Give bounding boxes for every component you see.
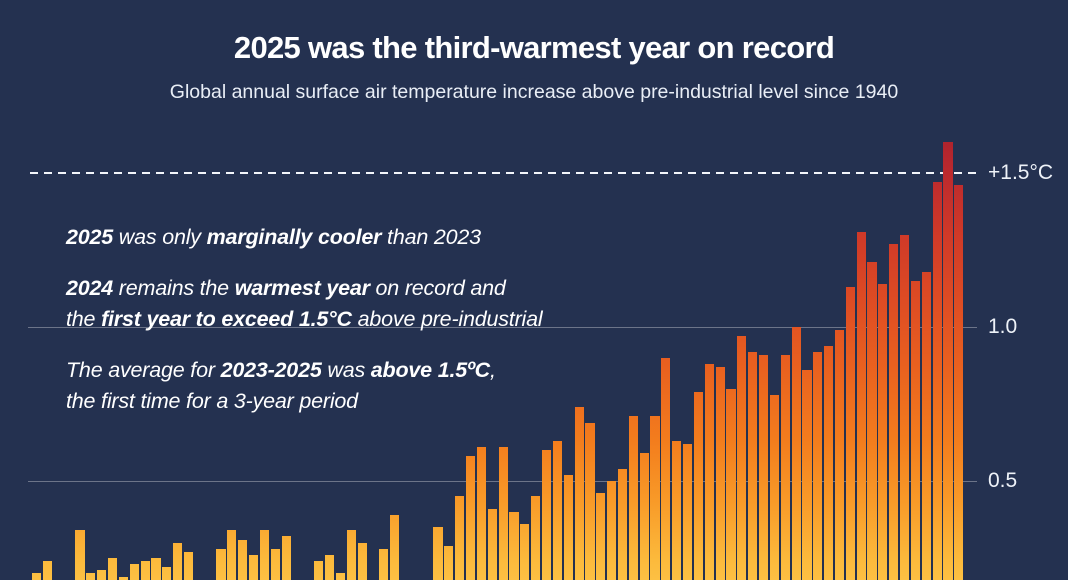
bar-1940: [32, 573, 42, 580]
bar-1945: [86, 573, 96, 580]
annotation-1: 2025 was only marginally cooler than 202…: [66, 225, 481, 249]
bar-1952: [162, 567, 172, 580]
bar-1970: [357, 542, 367, 580]
bar-2019: [889, 243, 899, 580]
bar-1958: [227, 530, 237, 580]
bar-1969: [346, 530, 356, 580]
bar-1962: [270, 548, 280, 580]
bar-2024: [943, 142, 953, 580]
bar-1972: [379, 548, 389, 580]
bar-1979: [455, 496, 465, 580]
bar-1990: [574, 407, 584, 580]
bar-1948: [118, 576, 128, 580]
bar-2018: [878, 283, 888, 580]
bar-1951: [151, 558, 161, 580]
bar-1998: [661, 357, 671, 580]
bar-2013: [824, 345, 834, 580]
bar-1995: [628, 416, 638, 580]
bar-2000: [683, 444, 693, 580]
bar-1953: [173, 542, 183, 580]
annotation-2: 2024 remains the warmest year on record …: [66, 276, 543, 331]
bar-1957: [216, 548, 226, 580]
bar-1949: [129, 564, 139, 580]
bar-2022: [921, 271, 931, 580]
bar-1996: [639, 453, 649, 580]
page-title: 2025 was the third-warmest year on recor…: [233, 30, 835, 65]
bar-1973: [390, 514, 400, 580]
bar-2016: [856, 231, 866, 580]
bar-1950: [140, 561, 150, 580]
axis-label-1-5: +1.5°C: [988, 161, 1054, 184]
bar-1978: [444, 545, 454, 580]
bar-2021: [910, 280, 921, 580]
annotation-3: The average for 2023-2025 was above 1.5º…: [66, 358, 496, 413]
bar-2005: [737, 336, 747, 580]
bar-1944: [75, 530, 85, 580]
bar-1967: [324, 554, 335, 580]
bar-1992: [596, 493, 606, 580]
bar-2017: [867, 262, 877, 580]
reference-line-1-5: [30, 172, 978, 174]
bar-1961: [259, 530, 270, 580]
bar-2025: [954, 185, 964, 580]
bar-1981: [476, 447, 487, 580]
bar-1941: [42, 561, 53, 580]
bar-1959: [238, 539, 248, 580]
axis-label-0-5: 0.5: [988, 469, 1018, 492]
bar-2003: [715, 367, 725, 580]
bar-2004: [726, 388, 736, 580]
bar-2012: [813, 351, 823, 580]
bar-1994: [617, 468, 628, 580]
bar-1985: [520, 524, 530, 580]
annotation-block: 2025 was only marginally cooler than 202…: [66, 222, 543, 437]
bar-1989: [563, 474, 573, 580]
bar-2001: [693, 391, 704, 580]
gridline-1-0: [28, 327, 977, 328]
bar-1960: [249, 554, 259, 580]
bar-1987: [541, 450, 552, 580]
bar-2009: [780, 354, 790, 580]
bar-1993: [607, 481, 617, 580]
bar-2015: [845, 287, 855, 580]
bar-1946: [97, 570, 107, 580]
bar-2023: [932, 182, 942, 580]
bar-2007: [758, 354, 769, 580]
bar-1980: [466, 456, 476, 580]
bar-2008: [769, 394, 779, 580]
bar-1999: [672, 441, 682, 580]
bar-1954: [183, 551, 194, 580]
axis-label-1-0: 1.0: [988, 315, 1018, 338]
bar-1966: [314, 561, 324, 580]
bar-2010: [791, 327, 801, 580]
bar-1986: [531, 496, 541, 580]
bar-1984: [509, 511, 519, 580]
bar-1997: [650, 416, 660, 580]
bar-2011: [802, 370, 812, 580]
bar-2002: [704, 364, 714, 580]
bar-1947: [107, 558, 118, 580]
bar-1982: [487, 508, 497, 580]
bar-2014: [834, 330, 845, 580]
bar-1968: [335, 573, 345, 580]
bar-2020: [900, 234, 910, 580]
bar-2006: [748, 351, 758, 580]
bar-1983: [498, 447, 508, 580]
bar-1977: [433, 527, 443, 580]
page-subtitle: Global annual surface air temperature in…: [169, 81, 899, 103]
bar-1988: [552, 441, 562, 580]
bar-1963: [281, 536, 291, 580]
bar-1991: [585, 422, 595, 580]
